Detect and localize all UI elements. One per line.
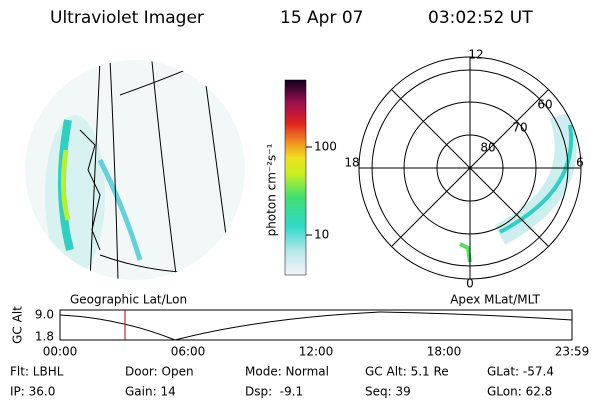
lat-label: 60 [537,98,552,112]
status-field: Dsp: -9.1 [245,385,303,399]
polar-label: Apex MLat/MLT [450,293,540,307]
altitude-curve [59,311,573,341]
colorbar-tick-label: 100 [314,140,337,154]
colorbar-label: photon cm⁻²s⁻¹ [265,143,279,236]
x-tick-label: 18:00 [427,345,462,359]
map-image [25,60,245,280]
status-field: GLat: -57.4 [487,365,554,379]
time: 03:02:52 UT [428,8,533,28]
lat-label: 80 [480,141,495,155]
title: Ultraviolet Imager [50,8,204,28]
mlt-label: 18 [344,156,359,170]
polar-image [459,111,577,263]
lat-label: 70 [512,121,527,135]
colorbar-tick-label: 10 [314,228,329,242]
date: 15 Apr 07 [280,8,363,28]
status-field: Flt: LBHL [10,365,64,379]
y-tick-label: 1.8 [35,330,54,344]
x-tick-label: 23:59 [555,345,590,359]
altitude-frame [59,309,573,341]
mlt-label: 0 [466,277,474,291]
status-field: GLon: 62.8 [487,385,552,399]
status-field: Seq: 39 [365,385,411,399]
status-field: Door: Open [125,365,194,379]
polar-grid [358,56,582,280]
status-field: GC Alt: 5.1 Re [365,365,449,379]
status-field: Mode: Normal [245,365,329,379]
y-tick-label: 9.0 [35,308,54,322]
colorbar [284,79,307,276]
status-field: IP: 36.0 [10,385,55,399]
altitude-ylabel: GC Alt [11,306,25,344]
x-tick-label: 06:00 [171,345,206,359]
status-field: Gain: 14 [125,385,176,399]
map-label: Geographic Lat/Lon [70,293,187,307]
mlt-label: 6 [576,156,584,170]
mlt-label: 12 [468,48,483,62]
x-tick-label: 12:00 [299,345,334,359]
x-tick-label: 00:00 [43,345,78,359]
